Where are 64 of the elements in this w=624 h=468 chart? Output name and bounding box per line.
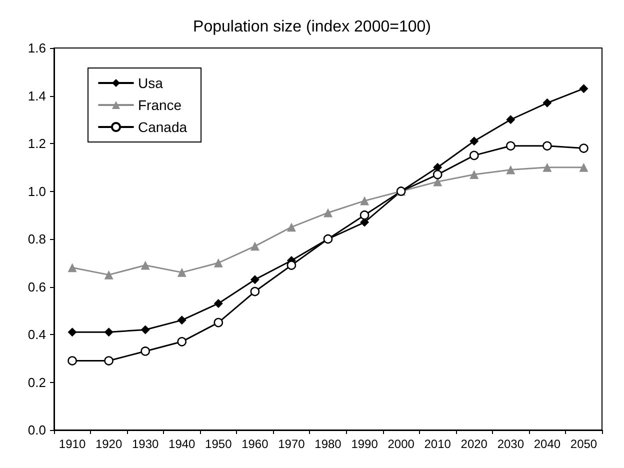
point xyxy=(250,275,260,284)
point xyxy=(140,325,150,334)
x-tick-label: 2030 xyxy=(497,437,524,451)
point xyxy=(579,144,588,153)
y-tick-label: 0.6 xyxy=(28,279,46,294)
point xyxy=(104,328,114,337)
point xyxy=(432,170,442,180)
y-tick-label: 1.2 xyxy=(28,136,46,151)
x-tick-label: 2050 xyxy=(570,437,598,451)
y-tick-label: 0.2 xyxy=(28,374,46,390)
x-tick-label: 2010 xyxy=(424,437,452,451)
point xyxy=(324,208,332,218)
chart-title: Population size (index 2000=100) xyxy=(193,18,431,36)
point xyxy=(579,84,588,94)
point xyxy=(470,136,479,146)
x-tick-label: 2000 xyxy=(388,437,415,451)
point xyxy=(214,258,223,268)
x-tick-label: 2040 xyxy=(534,437,561,451)
point xyxy=(104,356,114,366)
point xyxy=(140,346,150,356)
x-tick-label: 1960 xyxy=(242,437,269,451)
point xyxy=(542,162,552,172)
point xyxy=(104,270,114,280)
point xyxy=(360,196,370,206)
y-tick-label: 0.4 xyxy=(28,327,46,342)
point xyxy=(542,98,552,108)
point xyxy=(506,141,516,151)
point xyxy=(250,286,260,296)
point xyxy=(68,328,77,337)
x-tick-label: 1940 xyxy=(168,437,196,451)
point xyxy=(469,150,479,160)
point xyxy=(214,298,223,308)
point xyxy=(214,318,224,328)
legend-label: Canada xyxy=(138,119,188,135)
point xyxy=(250,242,260,251)
x-tick-label: 1930 xyxy=(132,437,160,451)
y-tick-label: 1.6 xyxy=(28,40,46,56)
x-tick-label: 1950 xyxy=(205,437,232,451)
legend-label: France xyxy=(138,97,182,113)
y-tick-label: 1.0 xyxy=(28,184,46,199)
x-tick-label: 1970 xyxy=(278,437,306,451)
y-tick-label: 0.8 xyxy=(28,232,46,246)
x-tick-label: 1920 xyxy=(95,437,122,451)
point xyxy=(542,141,552,151)
x-tick-label: 1910 xyxy=(58,437,86,451)
point xyxy=(579,162,588,172)
point xyxy=(286,260,296,270)
x-tick-label: 2020 xyxy=(460,437,488,451)
point xyxy=(177,337,187,346)
y-tick-label: 0.0 xyxy=(28,422,46,438)
point xyxy=(506,115,516,124)
point xyxy=(506,165,516,174)
point xyxy=(140,260,150,270)
x-tick-label: 1980 xyxy=(314,437,342,451)
point xyxy=(68,356,77,366)
point xyxy=(286,222,296,232)
point xyxy=(177,316,186,325)
point xyxy=(360,210,370,220)
point xyxy=(470,170,479,180)
x-tick-label: 1990 xyxy=(351,437,378,451)
point xyxy=(68,263,77,272)
y-tick-label: 1.4 xyxy=(28,88,46,104)
point xyxy=(177,268,186,277)
legend-label: Usa xyxy=(138,75,164,91)
